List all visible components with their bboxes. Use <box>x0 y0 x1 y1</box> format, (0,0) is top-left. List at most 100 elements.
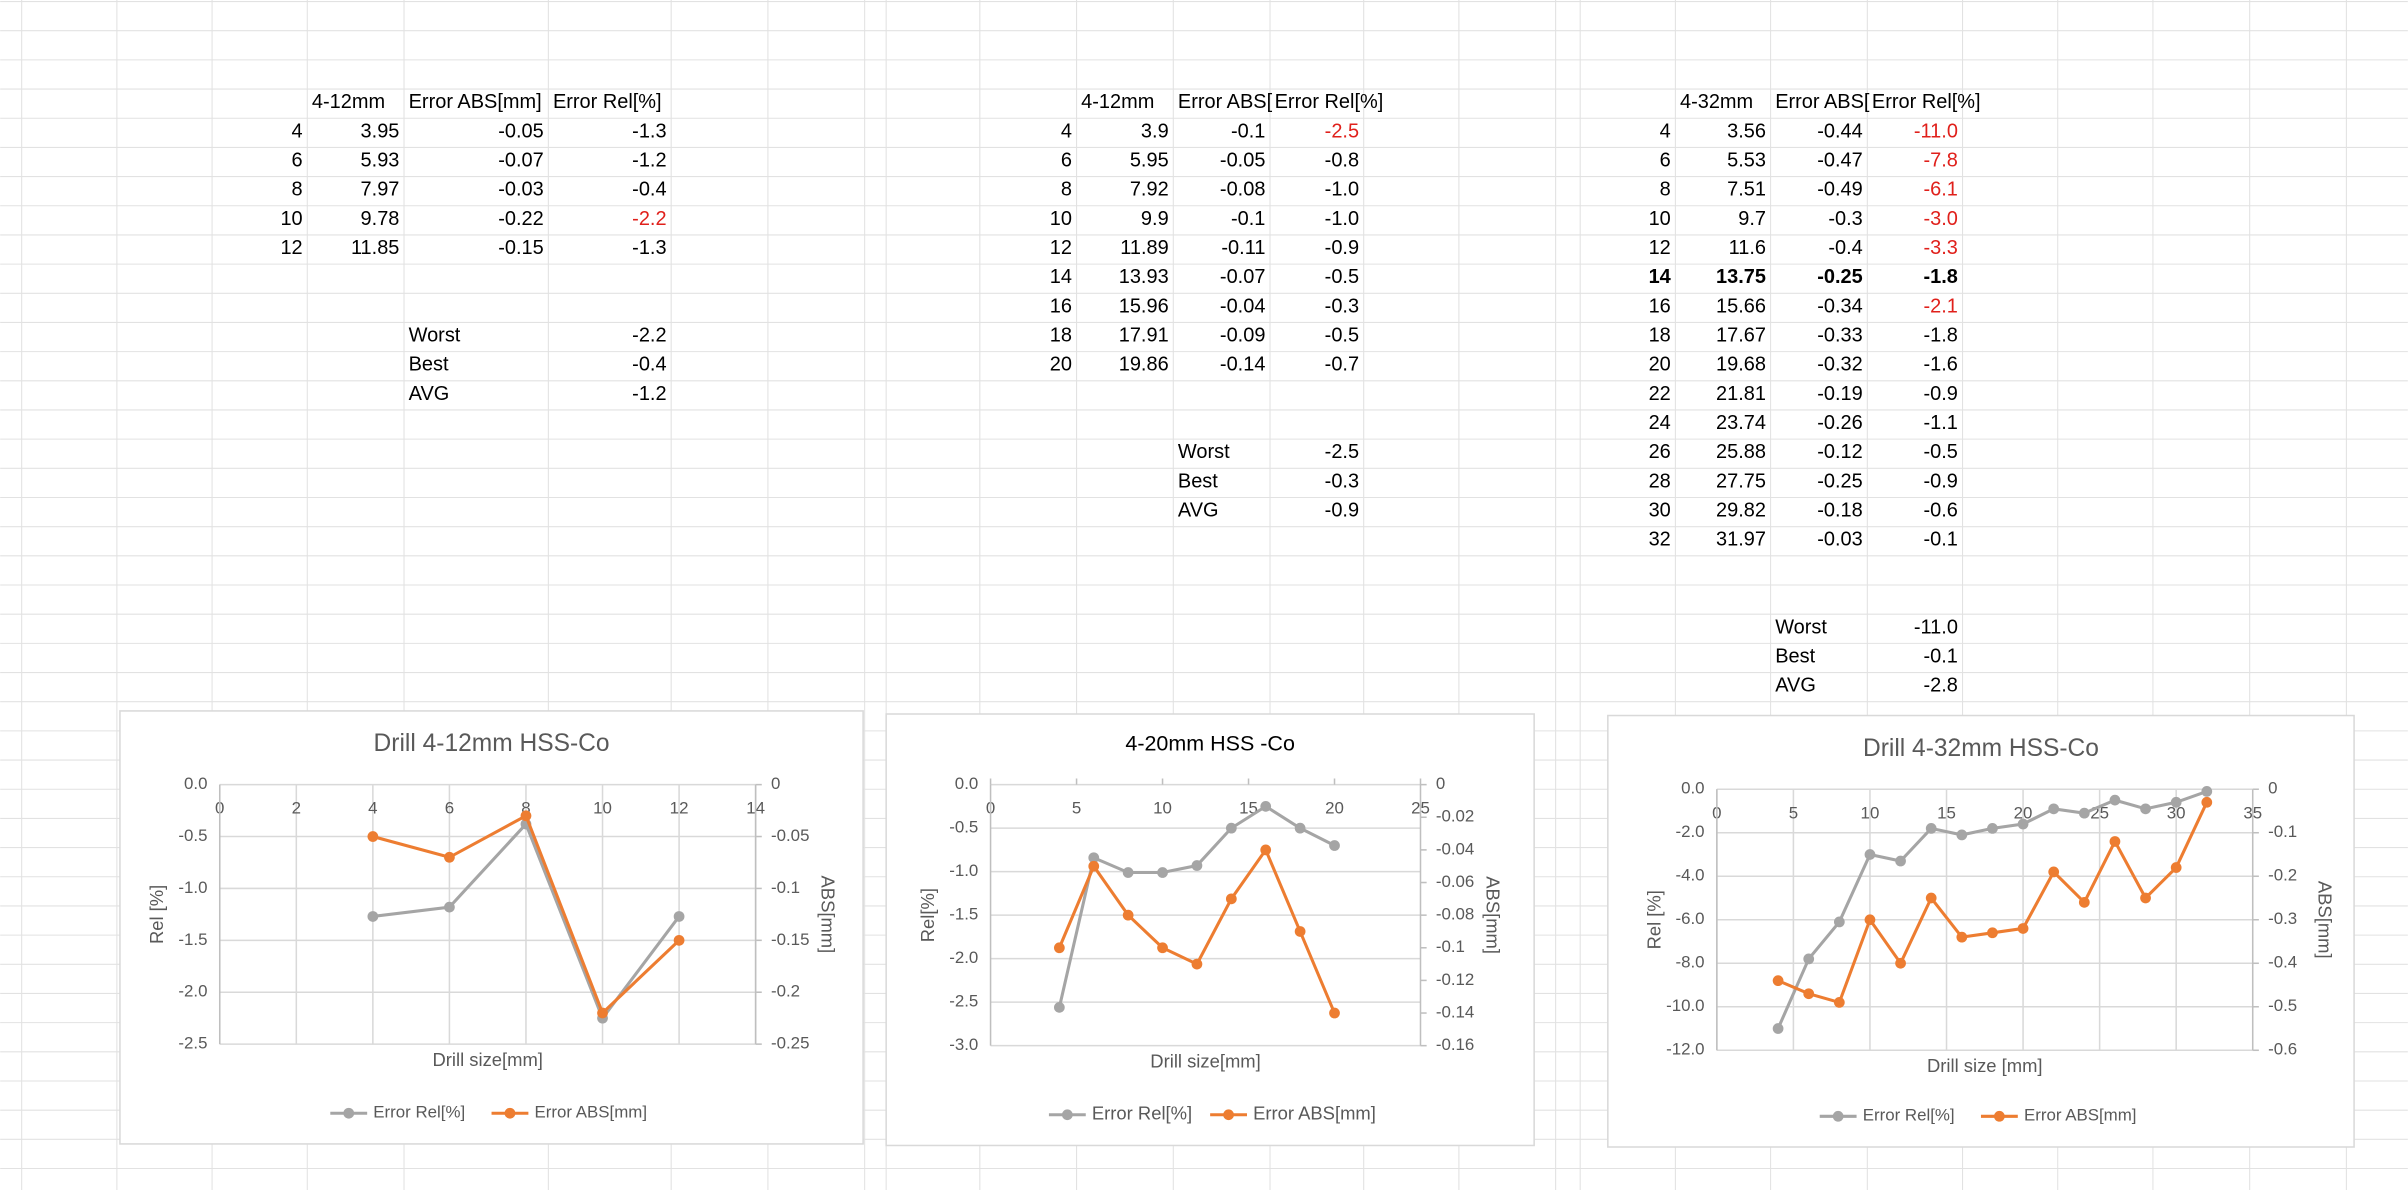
cell: 9.78 <box>361 208 400 230</box>
cell: 7.97 <box>361 179 400 201</box>
cell: -1.3 <box>632 237 666 259</box>
data-point <box>1987 927 1998 939</box>
cell: 32 <box>1649 529 1671 551</box>
data-point <box>1191 860 1203 871</box>
y2-tick-label: -0.25 <box>771 1034 809 1053</box>
x-tick-label: 15 <box>1937 803 1956 822</box>
cell: 9.9 <box>1141 208 1169 230</box>
y2-tick-label: -0.2 <box>2268 866 2297 885</box>
legend-label: Error Rel[%] <box>1863 1106 1955 1125</box>
cell: -0.4 <box>632 179 666 201</box>
y2-tick-label: -0.16 <box>1436 1035 1474 1054</box>
cell: -0.4 <box>1828 237 1862 259</box>
cell: -0.09 <box>1220 325 1265 347</box>
cell: 31.97 <box>1716 529 1766 551</box>
legend-marker <box>1223 1109 1234 1121</box>
cell: -7.8 <box>1924 149 1958 171</box>
cell: 3.95 <box>361 120 400 142</box>
cell: -3.3 <box>1924 237 1958 259</box>
data-point <box>444 851 455 863</box>
y-tick-label: -2.5 <box>178 1034 207 1053</box>
cell: -0.44 <box>1817 120 1862 142</box>
x-tick-label: 30 <box>2167 803 2186 822</box>
y2-tick-label: 0 <box>771 774 780 793</box>
cell: -0.3 <box>1325 295 1359 317</box>
y2-tick-label: -0.1 <box>2268 822 2297 841</box>
cell: 4 <box>1061 120 1072 142</box>
data-point <box>1225 893 1237 905</box>
cell: 8 <box>1660 179 1671 201</box>
summary-value: -2.8 <box>1924 675 1958 697</box>
y-tick-label: -1.5 <box>949 905 978 924</box>
y2-tick-label: -0.4 <box>2268 953 2297 972</box>
summary-label: AVG <box>409 383 450 405</box>
cell: -0.7 <box>1325 354 1359 376</box>
cell: 11.89 <box>1120 237 1168 259</box>
y-axis-label: Rel [%] <box>1643 890 1664 949</box>
summary-value: -0.9 <box>1325 500 1359 522</box>
chart-area <box>119 710 864 1145</box>
cell: 9.7 <box>1738 208 1766 230</box>
cell: -0.49 <box>1817 179 1862 201</box>
cell: 4 <box>292 120 303 142</box>
data-point <box>1864 914 1876 926</box>
y-axis-label: Rel [%] <box>146 885 167 944</box>
data-point <box>2201 786 2213 797</box>
cell: 14 <box>1050 266 1072 288</box>
data-point <box>673 911 685 922</box>
cell: -0.5 <box>1325 266 1359 288</box>
column-header: Error ABS[ <box>1178 91 1273 113</box>
cell: 8 <box>292 179 303 201</box>
x-tick-label: 10 <box>1153 799 1172 818</box>
cell: -2.5 <box>1325 120 1359 142</box>
data-point <box>2078 896 2090 908</box>
y2-tick-label: -0.08 <box>1436 905 1474 924</box>
column-header: Error Rel[%] <box>553 91 662 113</box>
cell: -0.03 <box>498 179 543 201</box>
cell: 6 <box>292 149 303 171</box>
chart-area <box>1607 714 2355 1148</box>
y2-tick-label: -0.14 <box>1436 1003 1474 1022</box>
y-tick-label: 0.0 <box>955 774 978 793</box>
cell: -0.19 <box>1817 383 1862 405</box>
y-axis-label: Rel[%] <box>917 888 938 942</box>
cell: 7.51 <box>1727 179 1766 201</box>
x-tick-label: 2 <box>292 799 301 818</box>
cell: -0.07 <box>1220 266 1265 288</box>
data-point <box>1225 822 1237 834</box>
column-header: Error ABS[ <box>1775 91 1870 113</box>
cell: -3.0 <box>1924 208 1958 230</box>
summary-value: -1.2 <box>632 383 666 405</box>
cell: 27.75 <box>1716 470 1766 492</box>
data-point <box>2109 836 2121 847</box>
cell: -0.32 <box>1817 354 1862 376</box>
column-header: Error Rel[%] <box>1275 91 1384 113</box>
summary-value: -0.4 <box>632 354 666 376</box>
cell: 5.93 <box>361 149 400 171</box>
cell: 4 <box>1660 120 1671 142</box>
x-tick-label: 8 <box>521 799 530 818</box>
y2-tick-label: -0.5 <box>2268 996 2297 1015</box>
y-tick-label: -3.0 <box>949 1035 978 1054</box>
cell: 19.68 <box>1716 354 1766 376</box>
y-tick-label: -0.5 <box>949 818 978 837</box>
legend-marker <box>1061 1109 1073 1121</box>
y2-tick-label: -0.12 <box>1436 970 1474 989</box>
y-tick-label: -10.0 <box>1666 996 1704 1015</box>
x-tick-label: 10 <box>1861 803 1880 822</box>
data-point <box>1803 988 1815 1000</box>
x-tick-label: 4 <box>368 799 377 818</box>
y2-tick-label: 0 <box>1436 774 1445 793</box>
cell: 12 <box>280 237 302 259</box>
y2-axis-label: ABS[mm] <box>1482 876 1503 954</box>
cell: 26 <box>1649 441 1671 463</box>
legend-label: Error ABS[mm] <box>2024 1106 2137 1125</box>
data-point <box>367 911 379 922</box>
y-tick-label: -2.0 <box>949 948 978 967</box>
y2-tick-label: -0.02 <box>1436 807 1474 826</box>
cell: -0.9 <box>1924 470 1958 492</box>
y2-tick-label: -0.04 <box>1436 839 1474 858</box>
column-header: 4-12mm <box>1081 91 1154 113</box>
cell: 13.93 <box>1119 266 1169 288</box>
legend-marker <box>1994 1110 2005 1122</box>
